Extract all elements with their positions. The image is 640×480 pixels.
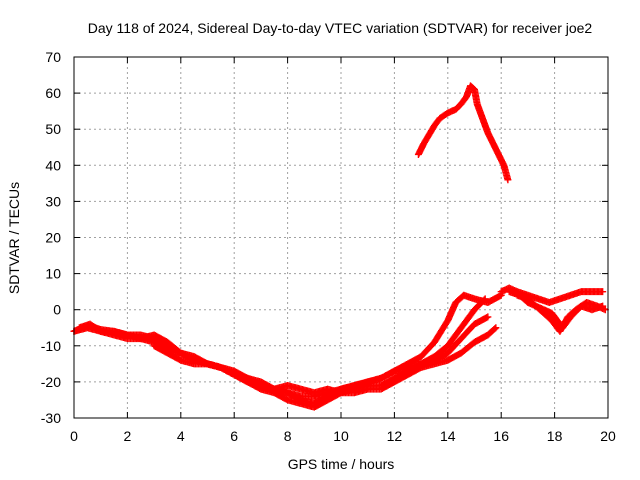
x-axis-label: GPS time / hours [288,456,395,472]
x-tick-label: 8 [284,428,292,444]
data-point [492,324,500,332]
y-tick-label: 20 [45,230,61,246]
y-tick-label: 70 [45,49,61,65]
x-tick-label: 12 [387,428,403,444]
data-point [484,313,492,321]
y-tick-label: 50 [45,121,61,137]
x-tick-labels: 0 2 4 6 8 10 12 14 16 18 20 [70,428,616,444]
data-point [480,296,488,304]
y-axis-label: SDTVAR / TECUs [6,182,22,294]
y-tick-label: 0 [53,302,61,318]
data-point [504,176,512,184]
x-tick-label: 14 [440,428,456,444]
data-point [481,295,489,303]
y-tick-label: 60 [45,85,61,101]
y-tick-label: 30 [45,193,61,209]
series-track-d [150,324,500,397]
x-tick-label: 20 [600,428,616,444]
y-tick-label: -20 [41,374,61,390]
x-tick-label: 16 [493,428,509,444]
y-tick-label: -10 [41,338,61,354]
x-tick-label: 4 [177,428,185,444]
y-tick-label: 40 [45,157,61,173]
x-tick-label: 10 [333,428,349,444]
series-track-c [70,313,492,408]
data-point [599,288,607,296]
y-tick-label: -30 [41,410,61,426]
x-tick-label: 2 [124,428,132,444]
plot-frame [73,56,609,419]
data-marks [70,82,609,411]
series-track-e [414,82,512,184]
series-track-h [513,291,609,335]
x-tick-label: 6 [230,428,238,444]
y-tick-labels: -30 -20 -10 0 10 20 30 40 50 60 70 [41,49,61,426]
grid [74,57,608,418]
data-point [491,325,499,333]
chart-title: Day 118 of 2024, Sidereal Day-to-day VTE… [88,20,593,36]
x-tick-label: 0 [70,428,78,444]
y-tick-label: 10 [45,266,61,282]
x-tick-label: 18 [547,428,563,444]
